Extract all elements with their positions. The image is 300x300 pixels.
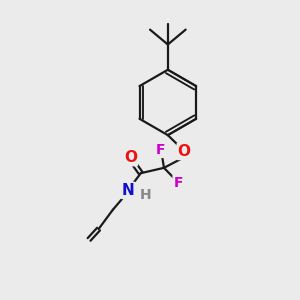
Text: F: F — [173, 176, 183, 190]
Text: N: N — [122, 183, 135, 198]
Text: O: O — [178, 144, 191, 159]
Text: F: F — [156, 143, 166, 157]
Text: H: H — [140, 188, 152, 202]
Text: O: O — [124, 150, 137, 165]
